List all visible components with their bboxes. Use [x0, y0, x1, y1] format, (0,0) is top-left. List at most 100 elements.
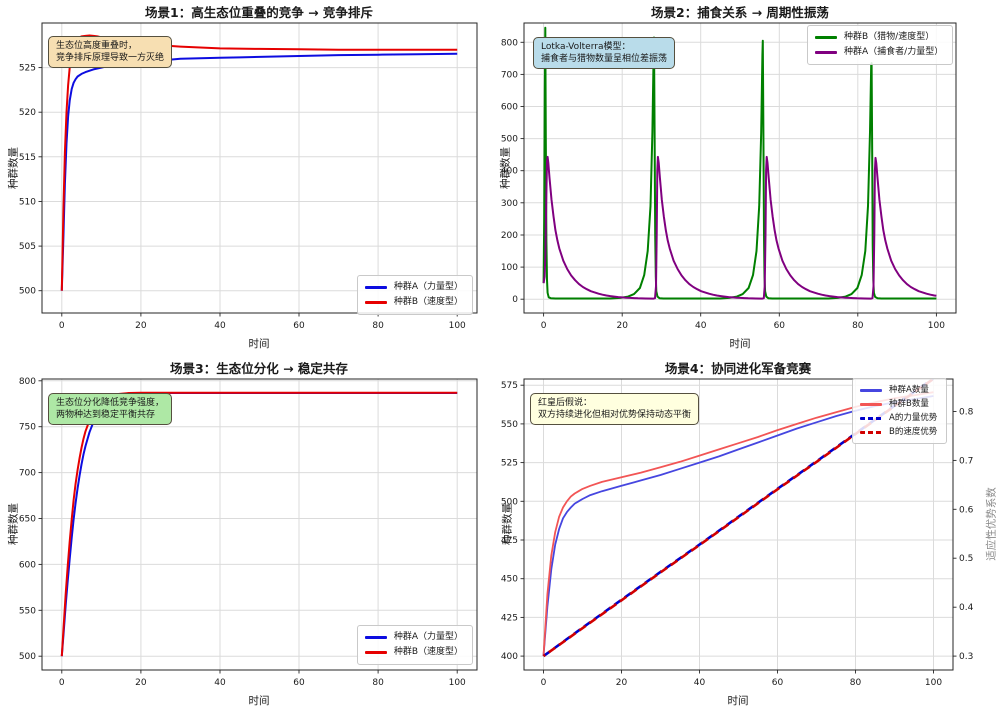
tick-label: 20: [135, 321, 147, 331]
scenario1-ylabel: 种群数量: [7, 147, 20, 189]
legend-line-sample: [364, 651, 387, 654]
legend-label: 种群A数量: [889, 385, 929, 395]
scenario4-plot: 0 20 40 60 80 100 400 425 450 475 500 525 550 575 0.3 0…: [501, 378, 974, 688]
tick-label: 0: [541, 321, 547, 331]
series-line-predator-A: [542, 155, 937, 300]
legend-item: 种群B（猎物/速度型）: [815, 30, 943, 45]
legend-item: 种群A（捕食者/力量型）: [815, 45, 943, 60]
scenario4-ylabel: 种群数量: [501, 503, 514, 545]
legend-item: B的速度优势: [860, 425, 937, 439]
tick-label: 425: [501, 613, 518, 623]
annotation-line: 双方持续进化但相对优势保持动态平衡: [538, 410, 692, 421]
axes-frame: [523, 22, 957, 314]
legend-item: 种群A（力量型）: [364, 280, 463, 295]
legend-label: 种群B数量: [889, 399, 929, 409]
axes-frame: [41, 378, 478, 671]
scenario1-annotation: 生态位高度重叠时， 竞争排斥原理导致一方灭绝: [48, 36, 173, 69]
legend-label: A的力量优势: [889, 413, 938, 423]
tick-label: 450: [501, 575, 518, 585]
legend-item: 种群A（力量型）: [364, 630, 463, 645]
tick-label: 0: [59, 321, 65, 331]
legend-line-sample: [815, 36, 837, 39]
tick-label: 40: [694, 678, 706, 688]
legend-item: 种群B数量: [860, 397, 937, 411]
scenario2-ylabel: 种群数量: [499, 147, 512, 189]
tick-label: 100: [501, 263, 518, 273]
annotation-line: 捕食者与猎物数量呈相位差振荡: [541, 54, 668, 65]
tick-label: 500: [19, 652, 36, 662]
scenario2-title: 场景2：捕食关系 → 周期性振荡: [651, 5, 829, 20]
tick-label: 400: [501, 652, 518, 662]
legend-line-sample: [815, 51, 837, 54]
tick-label: 20: [616, 678, 628, 688]
series-line-population-A: [60, 52, 458, 291]
tick-label: 300: [501, 199, 518, 209]
legend-label: 种群B（猎物/速度型）: [844, 32, 935, 42]
tick-label: 40: [695, 321, 707, 331]
tick-label: 525: [19, 64, 36, 74]
tick-label: 60: [293, 678, 305, 688]
scenario2-legend: 种群B（猎物/速度型） 种群A（捕食者/力量型）: [807, 25, 954, 65]
tick-label: 60: [774, 321, 786, 331]
tick-label: 60: [293, 321, 305, 331]
annotation-line: 生态位分化降低竞争强度，: [56, 398, 165, 408]
tick-label: 400: [501, 167, 518, 177]
tick-label: 40: [214, 678, 226, 688]
legend-label: 种群A（力量型）: [393, 632, 463, 642]
tick-label: 505: [19, 242, 36, 252]
legend-label: B的速度优势: [889, 427, 938, 437]
scenario3-panel: 0 20 40 60 80 100 500 550 600 650 700 750 800 场景3：生态…: [0, 355, 500, 711]
tick-label: 520: [19, 108, 36, 118]
tick-label: 700: [501, 70, 518, 80]
scenario4-legend: 种群A数量 种群B数量 A的力量优势 B的速度优势: [852, 378, 948, 444]
tick-label: 80: [850, 678, 862, 688]
tick-label: 800: [19, 377, 36, 387]
tick-label: 80: [852, 321, 864, 331]
series-line-population-A: [60, 392, 458, 657]
tick-label: 0: [541, 678, 547, 688]
tick-label: 100: [928, 321, 945, 331]
tick-label: 0.7: [959, 456, 973, 466]
tick-label: 600: [501, 103, 518, 113]
tick-label: 100: [449, 321, 466, 331]
tick-label: 0: [512, 295, 518, 305]
tick-label: 525: [501, 459, 518, 469]
scenario2-xlabel: 时间: [729, 338, 751, 350]
tick-label: 0.3: [959, 652, 973, 662]
axes-frame: [41, 22, 478, 314]
scenario3-title: 场景3：生态位分化 → 稳定共存: [170, 361, 348, 376]
series-line-population-A-count: [542, 395, 934, 657]
series-line-strength-advantage-A: [542, 379, 935, 658]
legend-item: A的力量优势: [860, 411, 937, 425]
annotation-line: 竞争排斥原理导致一方灭绝: [56, 53, 165, 64]
tick-label: 500: [501, 497, 518, 507]
tick-label: 510: [19, 198, 36, 208]
scenario3-legend: 种群A（力量型） 种群B（速度型）: [356, 625, 473, 665]
scenario2-panel: 0 20 40 60 80 100 0 100 200 300 400 500 600 700 800 场景…: [500, 0, 1000, 355]
tick-label: 0.6: [959, 505, 974, 515]
scenario1-title: 场景1：高生态位重叠的竞争 → 竞争排斥: [145, 5, 373, 20]
tick-label: 40: [214, 321, 226, 331]
tick-label: 0.4: [959, 603, 974, 613]
legend-line-sample: [364, 286, 387, 289]
legend-line-sample: [364, 636, 387, 639]
scenario2-annotation: Lotka-Volterra模型： 捕食者与猎物数量呈相位差振荡: [533, 37, 676, 70]
tick-label: 475: [501, 536, 518, 546]
scenario3-annotation: 生态位分化降低竞争强度， 两物种达到稳定平衡共存: [48, 393, 173, 426]
scenario3-ylabel: 种群数量: [7, 503, 20, 545]
scenario1-legend: 种群A（力量型） 种群B（速度型）: [356, 275, 473, 315]
tick-label: 750: [19, 423, 36, 433]
tick-label: 100: [925, 678, 942, 688]
annotation-line: 两物种达到稳定平衡共存: [56, 410, 156, 421]
annotation-line: 红皇后假说：: [538, 398, 593, 408]
tick-label: 80: [372, 678, 384, 688]
tick-label: 500: [501, 135, 518, 145]
legend-item: 种群B（速度型）: [364, 645, 463, 660]
annotation-line: 生态位高度重叠时，: [56, 41, 138, 51]
tick-label: 500: [19, 287, 36, 297]
series-line-prey-B: [542, 26, 937, 300]
legend-line-sample: [860, 416, 882, 420]
scenario4-xlabel: 时间: [727, 695, 749, 707]
legend-line-sample: [860, 388, 882, 392]
